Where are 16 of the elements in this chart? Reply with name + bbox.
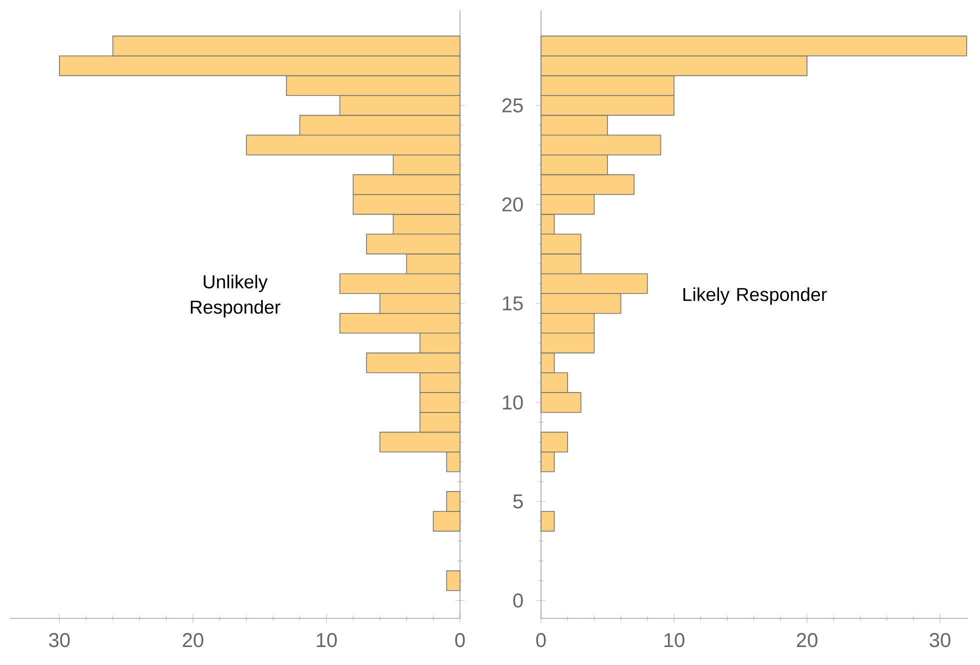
x-tick-label: 10 — [664, 632, 684, 648]
x-tick-label: 20 — [796, 632, 818, 648]
x-tick-label: 30 — [930, 632, 950, 648]
x-tick-label: 0 — [536, 632, 546, 648]
x-tick-label: 20 — [182, 632, 204, 648]
x-tick-label: 0 — [455, 632, 465, 648]
annotation: Likely Responder — [683, 287, 827, 305]
y-tick-label: 0 — [513, 593, 523, 608]
annotation: Unlikely Responder — [190, 274, 280, 318]
y-tick-label: 5 — [513, 494, 523, 508]
y-tick-label: 15 — [502, 296, 523, 310]
y-tick-label: 25 — [502, 98, 523, 112]
y-tick-label: 20 — [502, 197, 523, 212]
x-tick-label: 10 — [316, 632, 337, 648]
y-tick-label: 10 — [502, 395, 523, 410]
x-tick-label: 30 — [49, 632, 70, 648]
